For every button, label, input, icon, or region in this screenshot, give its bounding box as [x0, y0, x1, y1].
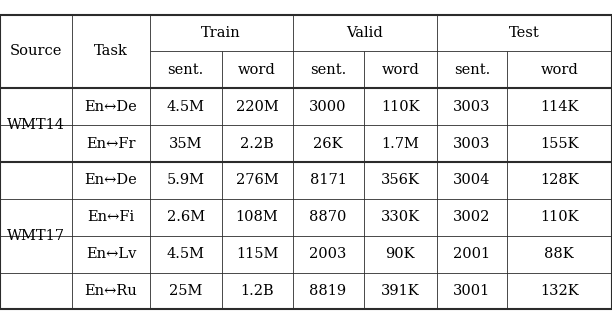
Text: 88K: 88K: [545, 247, 574, 261]
Text: 35M: 35M: [169, 137, 203, 151]
Text: word: word: [381, 63, 419, 77]
Text: word: word: [540, 63, 578, 77]
Text: sent.: sent.: [310, 63, 346, 77]
Text: 2001: 2001: [453, 247, 490, 261]
Text: Train: Train: [201, 26, 241, 40]
Text: 3000: 3000: [309, 100, 347, 114]
Text: 2.2B: 2.2B: [240, 137, 274, 151]
Text: 3002: 3002: [453, 210, 491, 224]
Text: Source: Source: [10, 44, 62, 58]
Text: 108M: 108M: [236, 210, 278, 224]
Text: 4.5M: 4.5M: [166, 247, 205, 261]
Text: 155K: 155K: [540, 137, 579, 151]
Text: En↔Lv: En↔Lv: [86, 247, 136, 261]
Text: 132K: 132K: [540, 284, 579, 298]
Text: 25M: 25M: [169, 284, 203, 298]
Text: 330K: 330K: [381, 210, 420, 224]
Text: 114K: 114K: [540, 100, 578, 114]
Text: 356K: 356K: [381, 173, 420, 187]
Text: 276M: 276M: [236, 173, 278, 187]
Text: 8819: 8819: [310, 284, 346, 298]
Text: 90K: 90K: [386, 247, 415, 261]
Text: Test: Test: [509, 26, 540, 40]
Text: 391K: 391K: [381, 284, 420, 298]
Text: 26K: 26K: [313, 137, 343, 151]
Text: 1.7M: 1.7M: [381, 137, 419, 151]
Text: sent.: sent.: [168, 63, 204, 77]
Text: En↔De: En↔De: [84, 100, 138, 114]
Text: sent.: sent.: [453, 63, 490, 77]
Text: 110K: 110K: [540, 210, 579, 224]
Text: En↔Ru: En↔Ru: [84, 284, 138, 298]
Text: WMT14: WMT14: [7, 118, 65, 132]
Text: 115M: 115M: [236, 247, 278, 261]
Text: 1.2B: 1.2B: [241, 284, 274, 298]
Text: En↔Fi: En↔Fi: [88, 210, 135, 224]
Text: 220M: 220M: [236, 100, 278, 114]
Text: 3003: 3003: [453, 137, 491, 151]
Text: En↔Fr: En↔Fr: [86, 137, 136, 151]
Text: 3001: 3001: [453, 284, 490, 298]
Text: 3003: 3003: [453, 100, 491, 114]
Text: 128K: 128K: [540, 173, 579, 187]
Text: word: word: [238, 63, 276, 77]
Text: 2.6M: 2.6M: [166, 210, 205, 224]
Text: 5.9M: 5.9M: [166, 173, 205, 187]
Text: WMT17: WMT17: [7, 229, 65, 243]
Text: Valid: Valid: [346, 26, 383, 40]
Text: 8171: 8171: [310, 173, 346, 187]
Text: 3004: 3004: [453, 173, 491, 187]
Text: 4.5M: 4.5M: [166, 100, 205, 114]
Text: Task: Task: [94, 44, 128, 58]
Text: 110K: 110K: [381, 100, 420, 114]
Text: 8870: 8870: [309, 210, 347, 224]
Text: En↔De: En↔De: [84, 173, 138, 187]
Text: 2003: 2003: [309, 247, 347, 261]
